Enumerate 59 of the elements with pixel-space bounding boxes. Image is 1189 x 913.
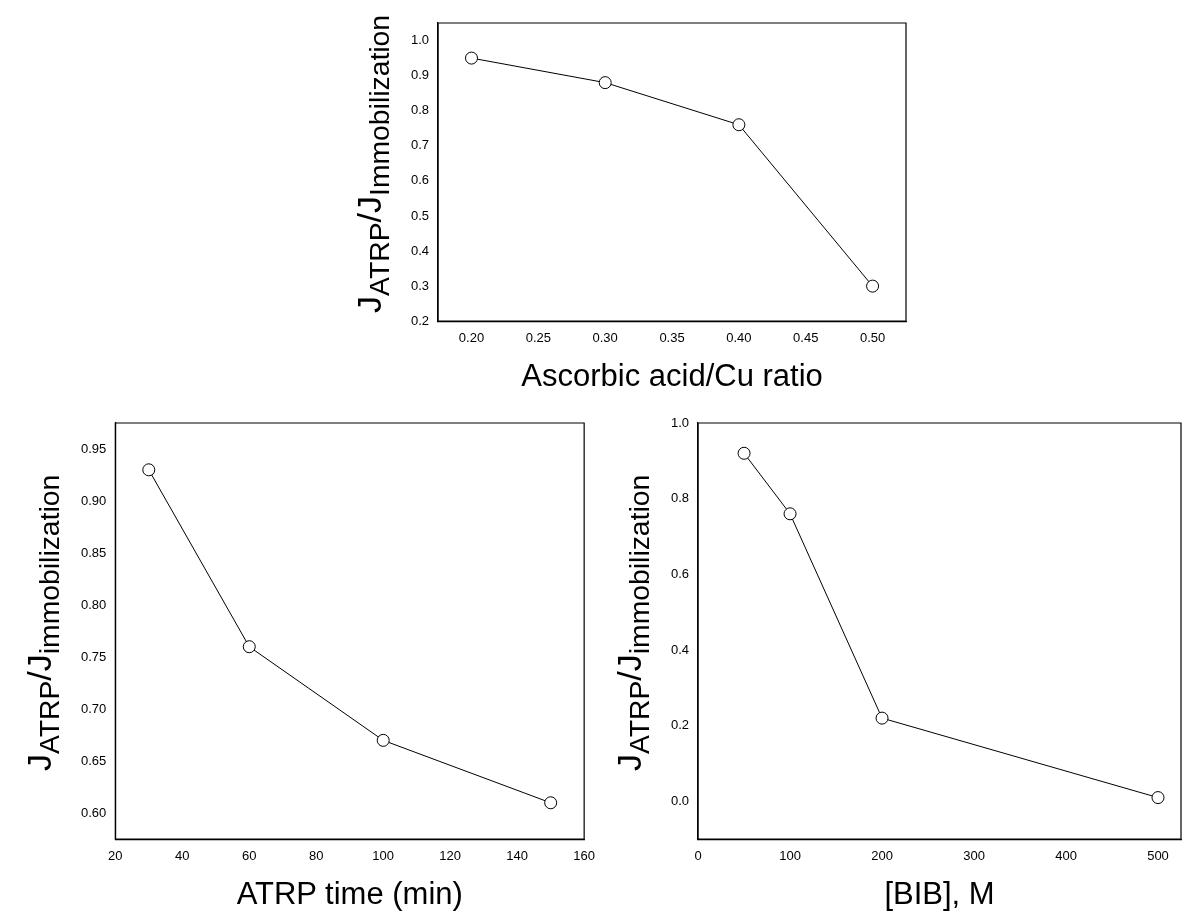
point (1151, 791, 1165, 805)
point (737, 446, 751, 460)
x-tick-label: 80 (309, 847, 324, 863)
y-tick-label: 0.5 (410, 207, 430, 223)
point (875, 711, 889, 725)
y-tick-label: 0.75 (80, 648, 107, 664)
y-tick-label: 0.8 (670, 490, 690, 506)
y-tick-label: 0.4 (410, 242, 430, 258)
x-tick-label: 140 (506, 847, 529, 863)
x-tick-label: 500 (1147, 847, 1169, 863)
y-tick-label: 0.90 (80, 492, 107, 508)
x-tick-label: 0.35 (659, 329, 685, 345)
y-tick-label: 0.70 (80, 700, 107, 716)
y-tick-label: 0.3 (410, 277, 430, 293)
x-tick-label: 0.50 (859, 329, 886, 345)
x-tick-label: 160 (573, 847, 596, 863)
x-tick-label: 0.45 (793, 329, 819, 345)
point (598, 76, 612, 90)
y-tick-label: 0.9 (410, 67, 430, 83)
x-tick-label: 100 (372, 847, 395, 863)
x-tick-label: 120 (439, 847, 462, 863)
x-tick-label: 0 (694, 847, 702, 863)
x-axis-title: Ascorbic acid/Cu ratio (521, 357, 823, 393)
point (783, 507, 797, 521)
x-axis-title: ATRP time (min) (236, 875, 463, 911)
point (732, 118, 746, 132)
y-tick-label: 0.6 (670, 565, 690, 581)
x-tick-label: 40 (175, 847, 190, 863)
y-tick-label: 0.6 (410, 172, 430, 188)
x-tick-label: 60 (242, 847, 257, 863)
y-tick-label: 0.7 (410, 137, 430, 153)
point (376, 733, 390, 747)
y-tick-label: 1.0 (410, 32, 430, 48)
y-tick-label: 0.95 (80, 440, 107, 456)
y-tick-label: 0.65 (80, 752, 107, 768)
y-tick-label: 0.80 (80, 596, 107, 612)
point (465, 51, 478, 65)
x-axis-title: [BIB], M (884, 875, 995, 911)
x-tick-label: 200 (871, 847, 893, 863)
y-tick-label: 0.0 (670, 792, 690, 808)
x-tick-label: 0.25 (525, 329, 551, 345)
y-tick-label: 0.2 (410, 312, 430, 328)
x-tick-label: 0.20 (458, 329, 485, 345)
point (142, 463, 156, 477)
y-tick-label: 0.4 (670, 641, 690, 657)
y-tick-label: 0.60 (80, 804, 107, 820)
x-tick-label: 20 (108, 847, 123, 863)
point (866, 279, 880, 293)
x-tick-label: 300 (963, 847, 985, 863)
y-tick-label: 1.0 (670, 414, 690, 430)
x-tick-label: 0.30 (592, 329, 618, 345)
x-tick-label: 100 (779, 847, 801, 863)
point (242, 640, 256, 654)
x-tick-label: 400 (1055, 847, 1077, 863)
x-tick-label: 0.40 (726, 329, 752, 345)
point (544, 796, 558, 810)
y-tick-label: 0.2 (670, 717, 690, 733)
y-tick-label: 0.85 (80, 544, 107, 560)
y-tick-label: 0.8 (410, 102, 430, 118)
